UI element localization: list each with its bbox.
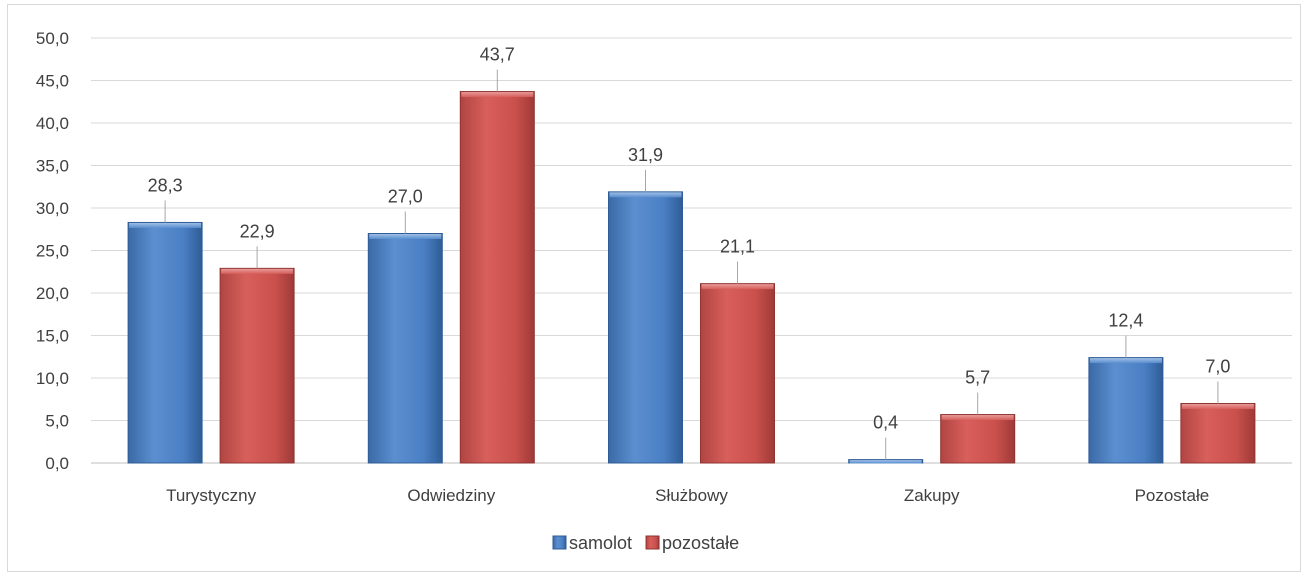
bar-pozostałe-4 [1180,403,1256,464]
legend-label: samolot [569,533,632,553]
legend-item-samolot: samolot [552,533,632,553]
legend-swatch [645,535,660,550]
y-tick-label: 25,0 [36,242,69,261]
data-label-pozostałe-4: 7,0 [1205,357,1230,377]
y-tick-label: 20,0 [36,284,69,303]
bar-samolot-3 [848,459,924,464]
y-tick-label: 15,0 [36,327,69,346]
y-tick-label: 45,0 [36,72,69,91]
data-label-pozostałe-1: 43,7 [480,45,515,65]
data-label-samolot-2: 31,9 [628,145,663,165]
data-label-pozostałe-3: 5,7 [965,368,990,388]
bar-pozostałe-2 [700,283,775,464]
data-label-pozostałe-0: 22,9 [240,221,275,241]
y-tick-label: 30,0 [36,199,69,218]
y-tick-label: 10,0 [36,369,69,388]
y-tick-label: 50,0 [36,29,69,48]
bar-pozostałe-0 [219,267,295,464]
data-label-samolot-4: 12,4 [1108,311,1143,331]
y-tick-label: 35,0 [36,157,69,176]
x-category-label: Odwiedziny [407,486,495,505]
bar-samolot-4 [1088,357,1164,464]
x-category-label: Zakupy [904,486,960,505]
data-label-pozostałe-2: 21,1 [720,237,755,257]
bar-samolot-1 [367,233,443,464]
legend-swatch [552,535,567,550]
bar-samolot-0 [127,221,203,464]
x-category-label: Pozostałe [1135,486,1210,505]
bar-samolot-2 [608,191,683,464]
data-label-samolot-1: 27,0 [388,187,423,207]
y-tick-label: 40,0 [36,114,69,133]
x-category-label: Turystyczny [166,486,257,505]
y-tick-label: 0,0 [45,454,69,473]
y-tick-label: 5,0 [45,412,69,431]
data-label-samolot-3: 0,4 [873,413,898,433]
bar-pozostałe-1 [459,91,535,464]
legend: samolot pozostałe [552,533,739,553]
legend-label: pozostałe [662,533,739,553]
x-category-label: Służbowy [655,486,728,505]
legend-item-pozostałe: pozostałe [645,533,739,553]
data-label-samolot-0: 28,3 [148,175,183,195]
bar-pozostałe-3 [940,414,1016,464]
